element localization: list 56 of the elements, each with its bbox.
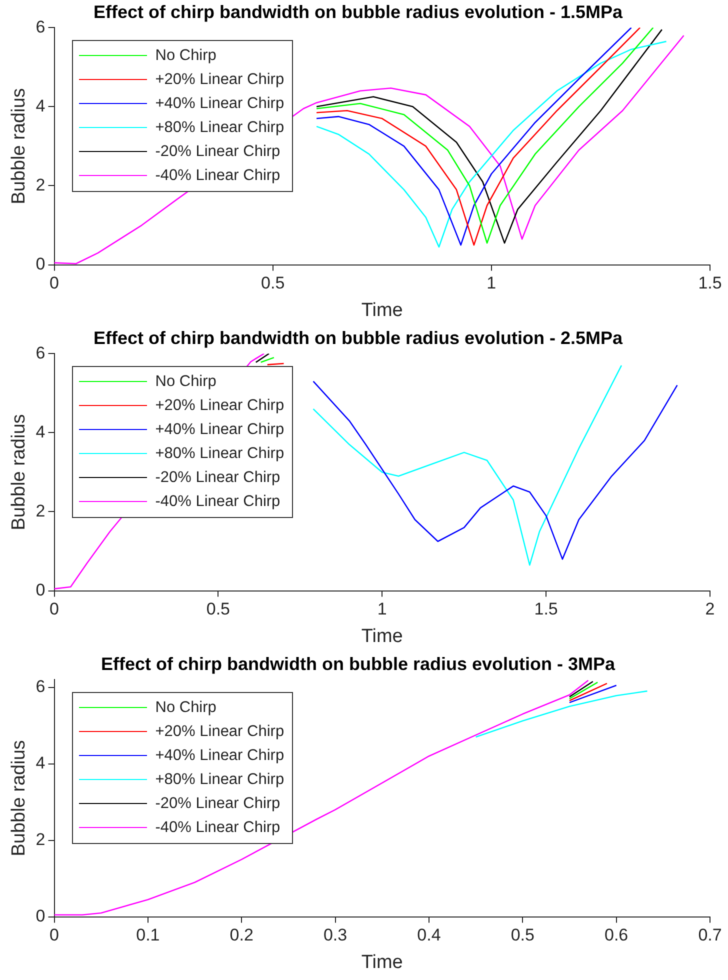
legend-label: -20% Linear Chirp: [155, 468, 280, 487]
x-axis-title: Time: [361, 300, 403, 321]
chart-title: Effect of chirp bandwidth on bubble radius evolution - 3MPa: [100, 654, 616, 674]
legend-label: -20% Linear Chirp: [155, 794, 280, 813]
x-tick-label: 0: [50, 926, 59, 945]
x-tick-label: 2: [705, 600, 715, 619]
chart-title: Effect of chirp bandwidth on bubble radius evolution - 1.5MPa: [93, 2, 624, 22]
legend-label: +80% Linear Chirp: [155, 118, 284, 137]
x-tick-label: 0.6: [604, 926, 628, 945]
legend-label: -20% Linear Chirp: [155, 142, 280, 161]
x-tick-label: 0: [50, 274, 59, 293]
x-axis-title: Time: [361, 952, 403, 973]
legend-label: No Chirp: [155, 372, 216, 391]
y-axis-title: Bubble radius: [8, 414, 30, 530]
legend-label: +20% Linear Chirp: [155, 722, 284, 741]
x-tick-label: 0: [50, 600, 59, 619]
legend-label: +40% Linear Chirp: [155, 420, 284, 439]
x-axis-title: Time: [361, 626, 403, 647]
y-tick-label: 2: [36, 501, 46, 520]
x-tick-label: 0.5: [206, 600, 230, 619]
x-tick-label: 0.7: [698, 926, 722, 945]
y-tick-label: 6: [36, 343, 46, 362]
chart-title: Effect of chirp bandwidth on bubble radius evolution - 2.5MPa: [93, 328, 624, 348]
y-axis-title: Bubble radius: [8, 88, 30, 204]
x-tick-label: 1: [486, 274, 496, 293]
y-tick-label: 2: [36, 175, 46, 194]
legend-label: No Chirp: [155, 46, 216, 65]
legend-label: +20% Linear Chirp: [155, 396, 284, 415]
legend-label: +20% Linear Chirp: [155, 70, 284, 89]
y-tick-label: 0: [36, 254, 46, 274]
y-tick-label: 4: [36, 96, 46, 116]
legend-label: -40% Linear Chirp: [155, 166, 280, 185]
legend-label: -40% Linear Chirp: [155, 818, 280, 837]
legend-label: +80% Linear Chirp: [155, 770, 284, 789]
legend-label: +40% Linear Chirp: [155, 746, 284, 765]
legend-label: -40% Linear Chirp: [155, 492, 280, 511]
y-tick-label: 4: [36, 753, 46, 772]
legend-label: No Chirp: [155, 698, 216, 717]
x-tick-label: 0.4: [417, 926, 441, 945]
x-tick-label: 0.2: [230, 926, 254, 945]
y-tick-label: 2: [36, 830, 46, 849]
x-tick-label: 1.5: [534, 600, 558, 619]
x-tick-label: 0.5: [510, 926, 534, 945]
y-tick-label: 6: [36, 676, 46, 696]
legend-label: +40% Linear Chirp: [155, 94, 284, 113]
x-tick-label: 1: [377, 600, 387, 619]
y-axis-title: Bubble radius: [8, 740, 30, 856]
x-tick-label: 0.3: [323, 926, 348, 945]
y-tick-label: 4: [36, 422, 46, 442]
legend-label: +80% Linear Chirp: [155, 444, 284, 463]
y-tick-label: 0: [36, 580, 46, 600]
x-tick-label: 1.5: [698, 274, 722, 293]
x-tick-label: 0.5: [261, 274, 285, 293]
y-tick-label: 6: [36, 17, 46, 36]
x-tick-label: 0.1: [136, 926, 160, 945]
y-tick-label: 0: [36, 906, 46, 926]
